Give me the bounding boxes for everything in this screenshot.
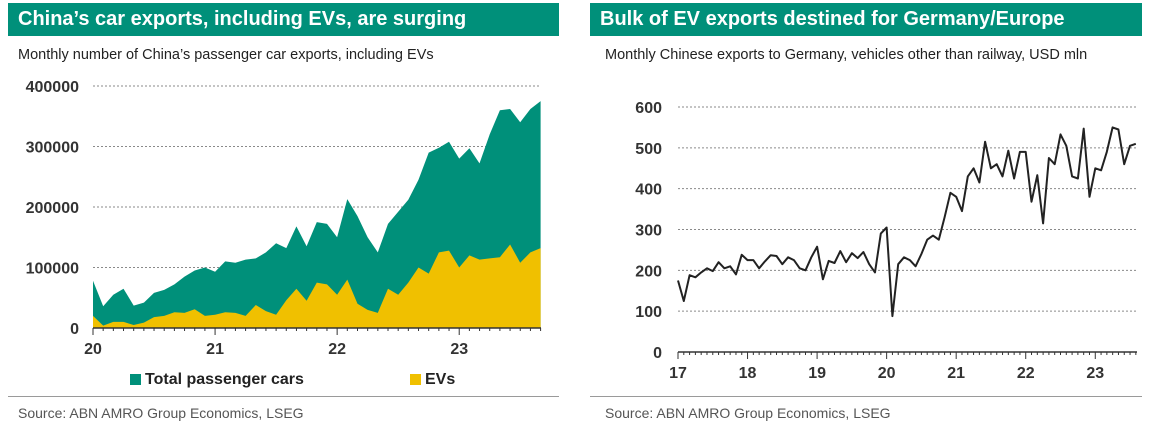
- right-chart-subtitle: Monthly Chinese exports to Germany, vehi…: [605, 47, 1088, 63]
- right-chart-panel: Bulk of EV exports destined for Germany/…: [590, 0, 1150, 427]
- y-tick-label: 0: [70, 321, 79, 338]
- x-tick-label: 23: [1086, 365, 1104, 382]
- y-tick-label: 200000: [26, 200, 79, 217]
- series-area-total-passenger-cars: [93, 101, 541, 328]
- x-tick-label: 22: [1017, 365, 1035, 382]
- x-tick-label: 19: [808, 365, 826, 382]
- left-footer-divider: [8, 396, 559, 397]
- y-tick-label: 100: [635, 304, 662, 321]
- legend-swatch-teal: [130, 374, 141, 385]
- y-tick-label: 100000: [26, 261, 79, 278]
- left-chart-title: China’s car exports, including EVs, are …: [8, 3, 559, 36]
- x-tick-label: 21: [206, 341, 224, 358]
- y-tick-label: 400: [635, 182, 662, 199]
- x-tick-label: 22: [328, 341, 346, 358]
- right-footer-divider: [590, 396, 1142, 397]
- right-chart-title: Bulk of EV exports destined for Germany/…: [590, 3, 1142, 36]
- right-chart-source: Source: ABN AMRO Group Economics, LSEG: [605, 405, 891, 421]
- right-line-chart: 0 100 200 300 400 500 600 17 18 19 20 21 22 23: [635, 100, 1137, 382]
- legend-label-evs: EVs: [425, 371, 456, 388]
- series-area-evs: [93, 244, 541, 328]
- x-tick-label: 23: [450, 341, 468, 358]
- y-tick-label: 300: [635, 223, 662, 240]
- x-tick-label: 20: [878, 365, 896, 382]
- y-tick-label: 300000: [26, 140, 79, 157]
- legend-swatch-yellow: [410, 374, 421, 385]
- y-tick-label: 200: [635, 263, 662, 280]
- y-tick-label: 600: [635, 100, 662, 117]
- legend-evs: EVs: [410, 371, 455, 389]
- y-tick-label: 500: [635, 141, 662, 158]
- x-tick-label: 20: [84, 341, 102, 358]
- legend-total-passenger-cars: Total passenger cars: [130, 371, 304, 389]
- left-chart-subtitle: Monthly number of China’s passenger car …: [18, 47, 434, 63]
- series-line-exports-germany: [677, 126, 1137, 318]
- y-tick-label: 0: [653, 345, 662, 362]
- y-tick-label: 400000: [26, 79, 79, 96]
- legend-label-total: Total passenger cars: [145, 371, 304, 388]
- x-tick-label: 21: [947, 365, 965, 382]
- x-tick-label: 18: [739, 365, 757, 382]
- left-area-chart: 0 100000 200000 300000 400000 20 21 22 23: [26, 79, 542, 358]
- x-tick-label: 17: [669, 365, 687, 382]
- left-chart-panel: China’s car exports, including EVs, are …: [0, 0, 560, 427]
- left-chart-source: Source: ABN AMRO Group Economics, LSEG: [18, 405, 304, 421]
